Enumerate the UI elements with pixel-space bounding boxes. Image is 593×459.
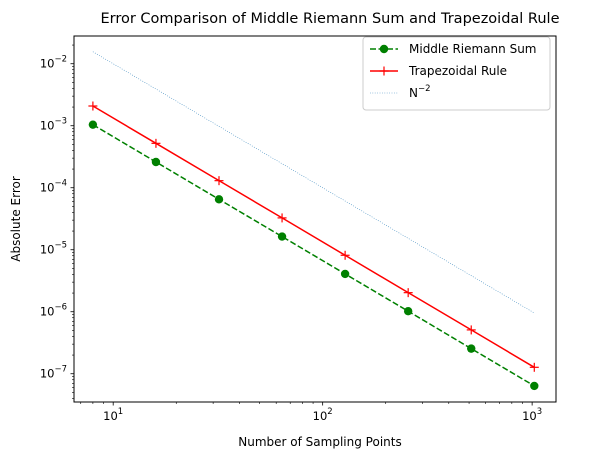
x-axis: 101 102 103 [80,402,542,423]
data-point [403,288,413,298]
legend-marker [379,44,389,54]
legend-label: Middle Riemann Sum [409,42,537,56]
legend-label: N−2 [409,84,431,100]
data-point [403,306,413,316]
data-point [340,250,350,260]
y-tick-label: 10−6 [40,303,67,319]
x-tick-label: 103 [522,407,542,423]
y-tick-label: 10−5 [40,241,67,257]
data-point [466,325,476,335]
series-line [92,124,535,387]
legend-label: Trapezoidal Rule [408,64,507,78]
y-tick-label: 10−2 [40,55,67,71]
series-line [92,105,535,368]
data-point [151,157,161,167]
x-axis-label: Number of Sampling Points [238,435,401,449]
y-tick-label: 10−7 [40,365,67,381]
data-point [277,232,287,241]
data-point [214,176,224,186]
data-point [151,138,161,148]
legend-items: Middle Riemann Sum Trapezoidal Rule N−2 [370,42,537,100]
legend-frame [362,36,551,111]
series-3 [92,51,535,314]
legend: Middle Riemann Sum Trapezoidal Rule N−2 [362,36,551,111]
legend-item: N−2 [370,84,431,100]
legend-marker [379,66,389,76]
data-point [529,362,539,372]
series-line [92,51,535,314]
y-axis: 10−7 10−6 10−5 10−4 10−3 10−2 [40,44,74,399]
data-point [340,269,350,279]
x-tick-label: 101 [103,407,123,423]
data-point [88,101,98,111]
data-point [88,120,98,129]
chart-title: Error Comparison of Middle Riemann Sum a… [100,11,559,27]
y-tick-label: 10−3 [40,117,67,133]
plot-frame [73,35,557,403]
data-point [467,344,476,353]
series-1 [88,120,539,391]
y-tick-label: 10−4 [40,179,67,195]
legend-item: Middle Riemann Sum [370,42,537,56]
data-point [530,381,539,391]
y-axis-label: Absolute Error [9,176,23,262]
series-layer [88,51,539,391]
data-point [214,195,224,204]
legend-item: Trapezoidal Rule [370,64,507,78]
x-tick-label: 102 [313,407,333,423]
data-point [277,213,287,223]
series-2 [88,101,539,372]
